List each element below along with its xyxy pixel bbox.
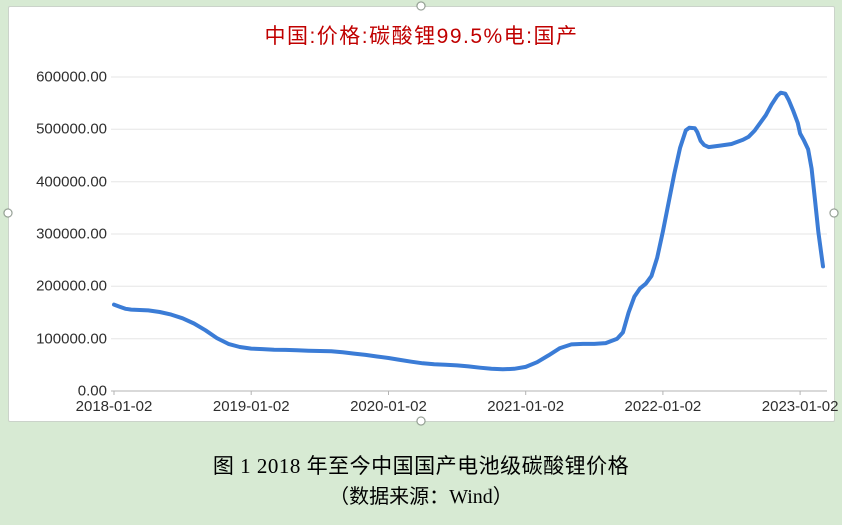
resize-handle-left[interactable] (3, 208, 13, 218)
y-axis-label: 500000.00 (36, 120, 107, 138)
x-axis-label: 2020-01-02 (350, 398, 427, 415)
y-axis-label: 100000.00 (36, 330, 107, 348)
y-axis-label: 400000.00 (36, 173, 107, 191)
x-axis: 2018-01-02 2019-01-02 2020-01-02 2021-01-02… (9, 7, 839, 421)
resize-handle-right[interactable] (829, 208, 839, 218)
figure-source: （数据来源：Wind） (329, 486, 513, 508)
y-axis-label: 0.00 (77, 382, 107, 400)
y-axis-label: 200000.00 (36, 277, 107, 295)
x-axis-label: 2019-01-02 (212, 398, 290, 415)
y-axis-label: 300000.00 (36, 225, 107, 243)
resize-handle-top[interactable] (416, 1, 426, 11)
x-axis-label: 2022-01-02 (624, 398, 702, 415)
line-plot (111, 76, 827, 395)
y-axis-label: 600000.00 (36, 68, 107, 86)
figure-caption: 图 1 2018 年至今中国国产电池级碳酸锂价格 (212, 454, 630, 478)
chart-title: 中国:价格:碳酸锂99.5%电:国产 (264, 25, 579, 48)
resize-handle-bottom[interactable] (416, 416, 426, 426)
figure-caption-block: 图 1 2018 年至今中国国产电池级碳酸锂价格 （数据来源：Wind） (0, 450, 842, 513)
y-axis: 600000.00 500000.00 400000.00 300000.00 2000… (9, 7, 107, 421)
x-axis-label: 2023-01-02 (761, 398, 839, 415)
price-chart[interactable]: 中国:价格:碳酸锂99.5%电:国产 600000.00 500000.00 400… (8, 6, 839, 422)
x-axis-label: 2018-01-02 (75, 398, 153, 415)
x-axis-label: 2021-01-02 (487, 398, 565, 415)
